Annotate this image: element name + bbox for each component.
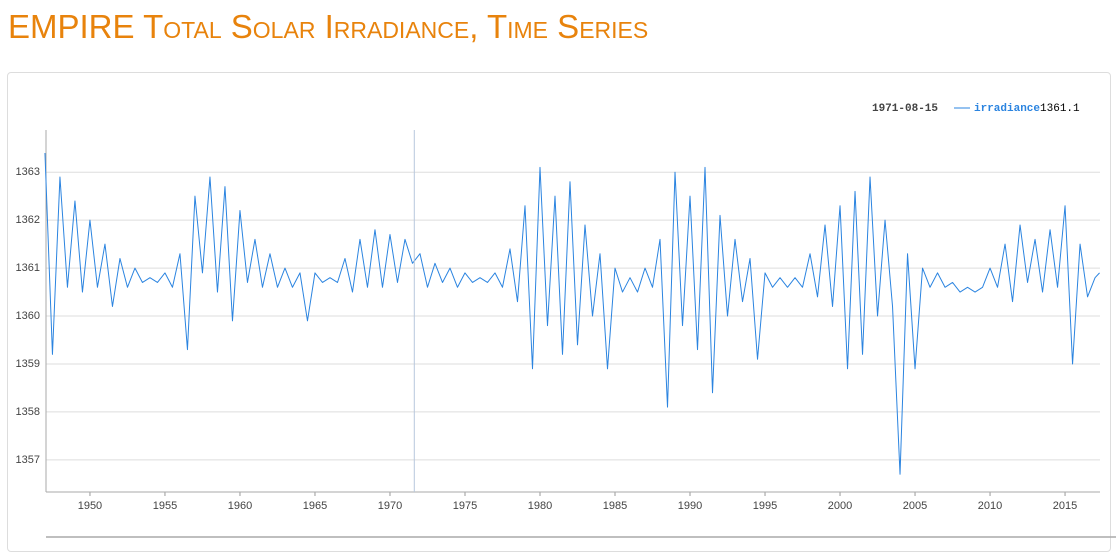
y-tick-label: 1359 <box>16 358 40 370</box>
y-tick-label: 1363 <box>16 166 40 178</box>
x-tick-label: 1950 <box>78 500 102 512</box>
page: {"chart_data": {"type": "line", "title":… <box>7 8 1116 552</box>
legend-series: irradiance1361.1 <box>974 103 1080 115</box>
x-tick-label: 1985 <box>603 500 627 512</box>
y-tick-label: 1361 <box>16 262 40 274</box>
x-tick-label: 1960 <box>228 500 252 512</box>
x-tick-label: 1975 <box>453 500 477 512</box>
x-tick-label: 1970 <box>378 500 402 512</box>
x-tick-label: 2005 <box>903 500 927 512</box>
x-tick-label: 2010 <box>978 500 1002 512</box>
x-tick-label: 1990 <box>678 500 702 512</box>
x-tick-label: 1980 <box>528 500 552 512</box>
y-tick-label: 1358 <box>16 406 40 418</box>
x-tick-label: 1995 <box>753 500 777 512</box>
x-tick-label: 1955 <box>153 500 177 512</box>
y-tick-label: 1362 <box>16 214 40 226</box>
x-tick-label: 1965 <box>303 500 327 512</box>
series-line <box>44 152 1100 475</box>
legend-series-name: irradiance <box>974 103 1040 115</box>
x-tick-label: 2000 <box>828 500 852 512</box>
chart: 1971-08-15 irradiance1361.1 1357 1358 1359… <box>16 103 1116 538</box>
x-tick-label: 2015 <box>1053 500 1077 512</box>
legend-value: 1361.1 <box>1040 103 1080 115</box>
y-tick-label: 1360 <box>16 310 40 322</box>
y-tick-label: 1357 <box>16 454 40 466</box>
page-title: EMPIRE Total Solar Irradiance, Time Seri… <box>8 8 649 45</box>
legend-date: 1971-08-15 <box>872 103 938 115</box>
